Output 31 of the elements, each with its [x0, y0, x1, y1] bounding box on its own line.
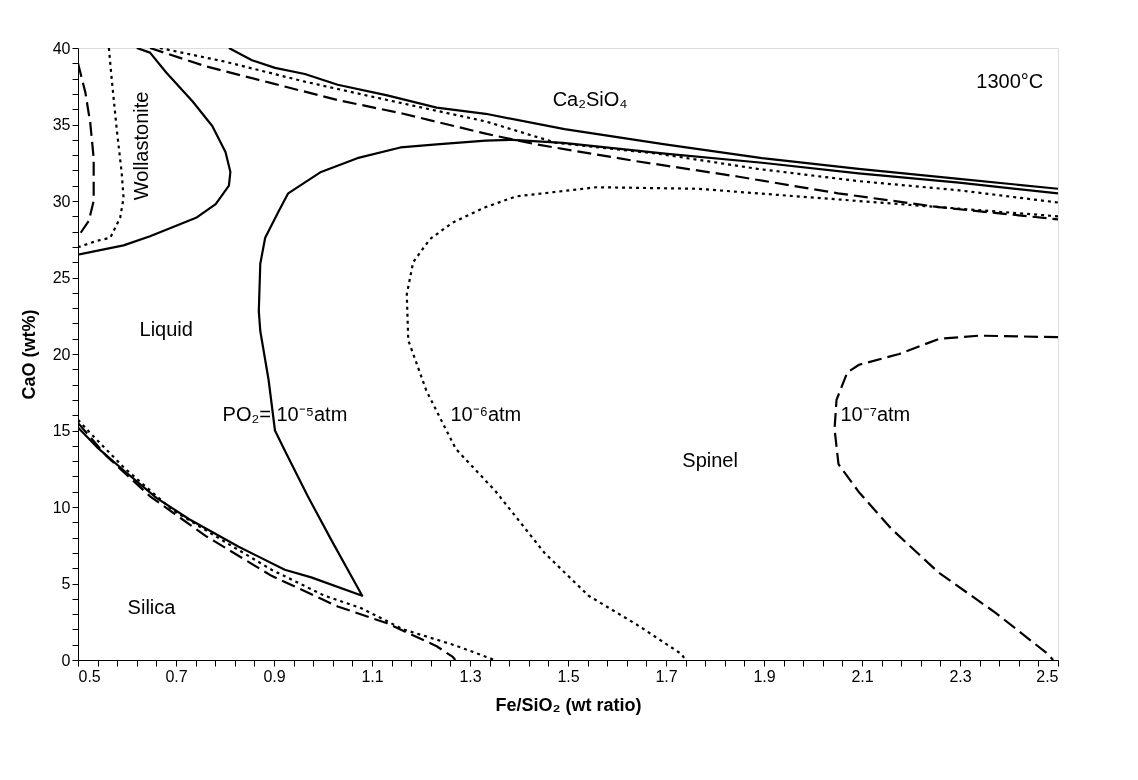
x-tick-label: 1.3	[459, 667, 482, 685]
x-tick-label: 1.7	[655, 667, 678, 685]
x-tick-label: 1.5	[557, 667, 580, 685]
annotation: Silica	[127, 595, 177, 618]
y-tick-label: 35	[52, 116, 71, 133]
y-tick-label: 20	[52, 345, 71, 363]
x-tick-label: 0.7	[165, 667, 188, 685]
annotation: 1300°C	[976, 69, 1044, 92]
y-tick-label: 30	[52, 192, 71, 210]
y-tick-label: 40	[52, 39, 71, 57]
annotation: Ca₂SiO₄	[552, 88, 628, 111]
x-tick-label: 1.1	[361, 667, 384, 685]
annotation: Spinel	[682, 449, 738, 472]
y-axis-title: CaO (wt%)	[18, 309, 39, 400]
x-tick-label: 2.1	[851, 667, 874, 685]
x-tick-label: 0.9	[263, 667, 286, 685]
x-tick-label: 2.3	[949, 667, 972, 685]
annotation: 10⁻⁶atm	[450, 403, 522, 426]
x-tick-label: 0.5	[78, 667, 101, 685]
y-tick-label: 15	[52, 422, 71, 439]
annotation: 10⁻⁷atm	[840, 403, 911, 426]
y-tick-label: 10	[52, 498, 71, 516]
annotation: Liquid	[139, 317, 193, 340]
x-tick-label: 2.5	[1036, 667, 1059, 685]
y-tick-label: 0	[61, 651, 71, 669]
x-axis-title: Fe/SiO₂ (wt ratio)	[495, 694, 642, 715]
x-tick-label: 1.9	[753, 667, 776, 685]
y-tick-label: 5	[61, 575, 71, 592]
y-tick-label: 25	[52, 269, 71, 286]
annotation: PO₂= 10⁻⁵atm	[222, 403, 348, 426]
annotation: Wollastonite	[129, 91, 152, 201]
